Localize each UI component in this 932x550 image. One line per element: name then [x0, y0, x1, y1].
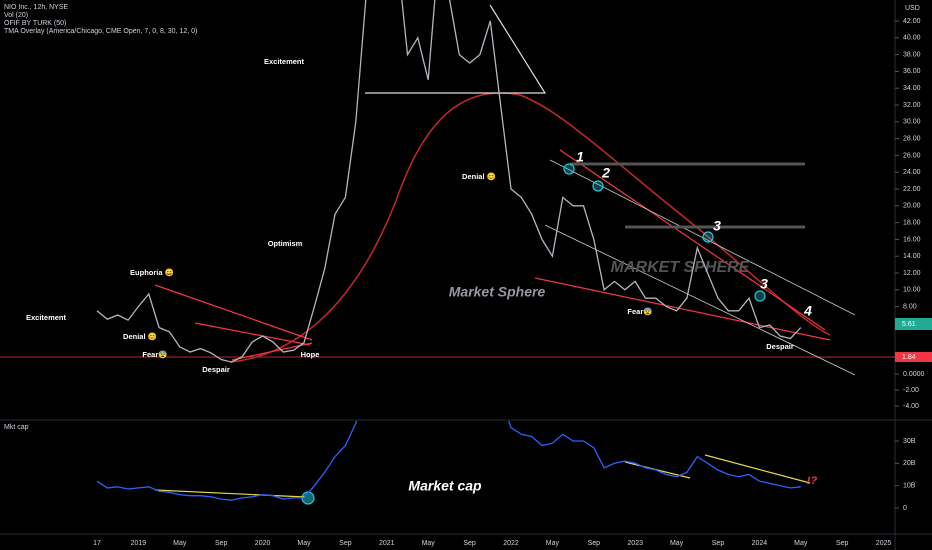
y-tick-label: 28.00 — [903, 135, 921, 142]
annotation: Fear😨 — [627, 307, 652, 316]
title: NIO Inc., 12h, NYSE — [4, 4, 69, 11]
annotation: Excitement — [264, 57, 305, 66]
x-tick-label: 2019 — [131, 540, 147, 547]
y-tick-label: 42.00 — [903, 18, 921, 25]
y-tick-label: 8.00 — [903, 303, 917, 310]
x-tick-label: Sep — [588, 540, 601, 547]
annotation: Hope — [301, 350, 320, 359]
x-tick-label: Sep — [712, 540, 725, 547]
annotation: Euphoria 😄 — [130, 268, 174, 277]
x-tick-label: 2022 — [503, 540, 519, 547]
y-tick-label: 12.00 — [903, 270, 921, 277]
price-line — [96, 421, 801, 501]
x-tick-label: May — [173, 540, 187, 547]
y-tick-label: 22.00 — [903, 186, 921, 193]
indicator: TMA Overlay (America/Chicago, CME Open, … — [4, 28, 197, 35]
y-tick-label: 14.00 — [903, 253, 921, 260]
x-tick-label: May — [546, 540, 560, 547]
x-tick-label: Sep — [463, 540, 476, 547]
x-tick-label: 2024 — [752, 540, 768, 547]
x-tick-label: 17 — [93, 540, 101, 547]
price-tag: 1.84 — [902, 354, 916, 361]
y-tick-label: 16.00 — [903, 236, 921, 243]
x-tick-label: Sep — [215, 540, 228, 547]
price-line — [96, 0, 802, 363]
annotation: Fear😨 — [142, 350, 167, 359]
y-tick-label: 0 — [903, 505, 907, 512]
series — [96, 0, 802, 363]
y-tick-label: 26.00 — [903, 152, 921, 159]
series — [96, 421, 801, 501]
currency: USD — [905, 5, 920, 12]
annotation: Excitement — [26, 313, 67, 322]
x-tick-label: Sep — [339, 540, 352, 547]
wave-label: 4 — [803, 303, 812, 319]
wave-label: 3 — [713, 218, 721, 234]
x-tick-label: May — [422, 540, 436, 547]
y-tick-label: 18.00 — [903, 219, 921, 226]
y-tick-label: 20.00 — [903, 203, 921, 210]
y-tick-label: -4.00 — [903, 403, 919, 410]
watermark: MARKET SPHERE — [611, 259, 751, 276]
annotation: Optimism — [268, 239, 303, 248]
y-tick-label: 24.00 — [903, 169, 921, 176]
indicator: OFIF BY TURK (50) — [4, 20, 66, 27]
annotation: Denial 😊 — [123, 332, 157, 341]
wave-label: 3 — [760, 276, 768, 292]
x-tick-label: May — [670, 540, 684, 547]
y-tick-label: 0.0000 — [903, 371, 925, 378]
annotation: Market cap — [408, 478, 482, 494]
y-tick-label: 40.00 — [903, 35, 921, 42]
wave-label: 1 — [576, 149, 584, 165]
x-tick-label: 2023 — [627, 540, 643, 547]
y-tick-label: 30B — [903, 438, 916, 445]
y-tick-label: 34.00 — [903, 85, 921, 92]
annotation: !? — [807, 475, 818, 487]
y-tick-label: 36.00 — [903, 68, 921, 75]
x-tick-label: May — [794, 540, 808, 547]
x-tick-label: 2021 — [379, 540, 395, 547]
annotation: Despair — [202, 365, 230, 374]
x-tick-label: 2020 — [255, 540, 271, 547]
y-tick-label: 38.00 — [903, 51, 921, 58]
x-tick-label: Sep — [836, 540, 849, 547]
y-tick-label: 10.00 — [903, 287, 921, 294]
price-tag: 5.61 — [902, 321, 916, 328]
drawings — [0, 4, 932, 505]
watermark: Market Sphere — [449, 284, 546, 300]
x-tick-label: May — [297, 540, 311, 547]
pane-title: Mkt cap — [4, 424, 29, 431]
y-tick-label: 30.00 — [903, 119, 921, 126]
y-tick-label: 10B — [903, 483, 916, 490]
wave-label: 2 — [601, 165, 610, 181]
x-tick-label: 2025 — [876, 540, 892, 547]
y-tick-label: 32.00 — [903, 102, 921, 109]
y-tick-label: -2.00 — [903, 387, 919, 394]
annotation: Despair — [766, 342, 794, 351]
annotation: Denial 😊 — [462, 172, 496, 181]
indicator: Vol (20) — [4, 12, 28, 19]
y-tick-label: 20B — [903, 460, 916, 467]
